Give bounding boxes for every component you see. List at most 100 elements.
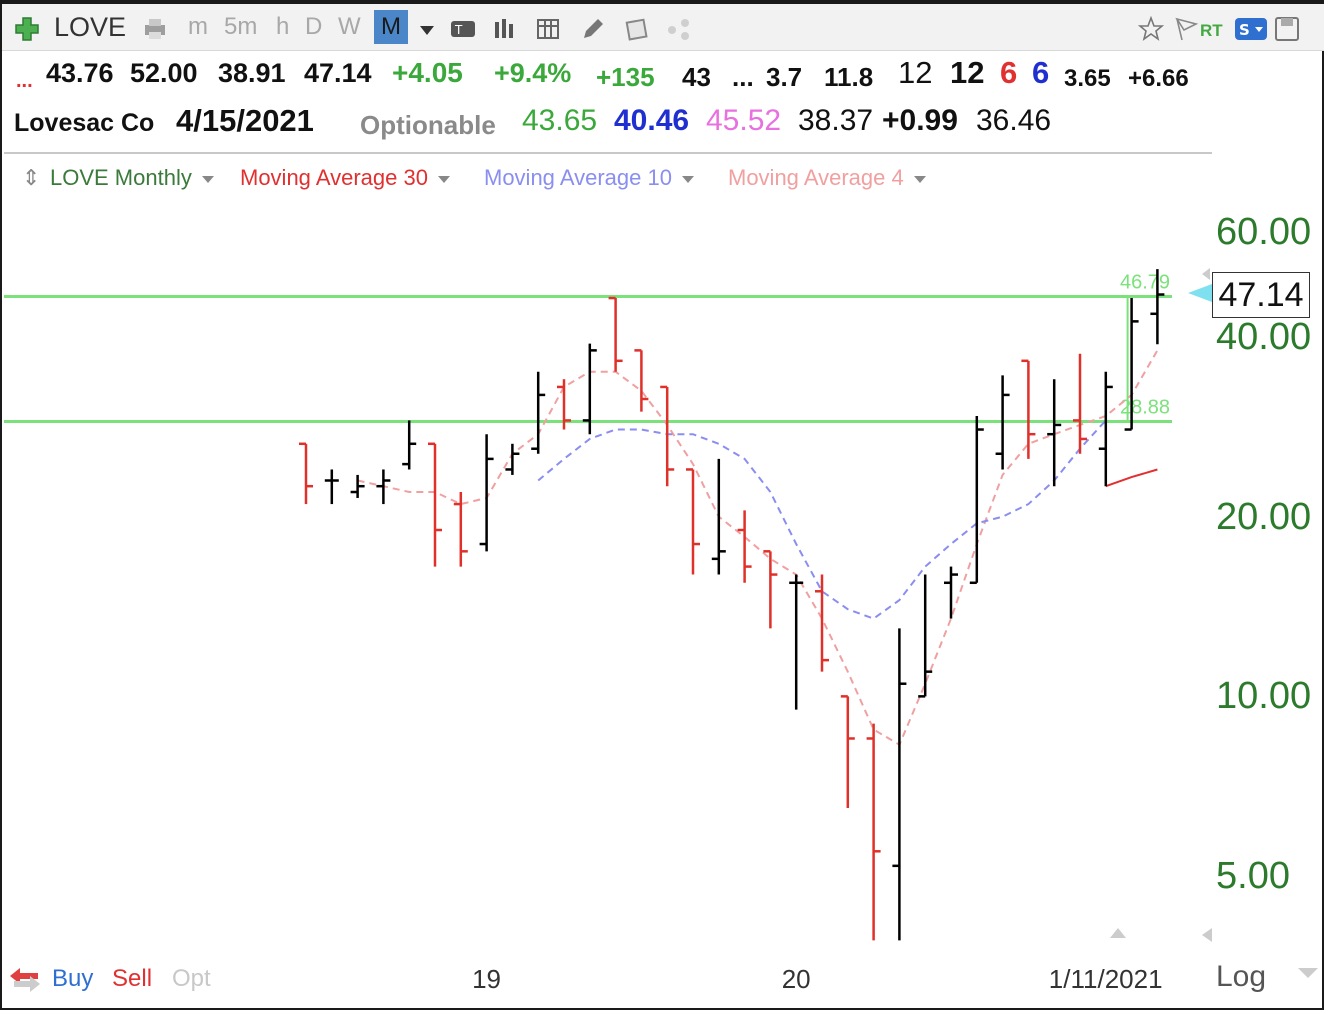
svg-text:S: S (1239, 21, 1250, 39)
symbol-label[interactable]: LOVE (54, 12, 127, 42)
flag-icon[interactable] (1174, 16, 1200, 42)
ohlc-bar (995, 375, 1010, 470)
scan-menu-icon[interactable]: S (1234, 16, 1268, 42)
ohlc-bar (505, 443, 520, 475)
grid-icon[interactable] (536, 16, 562, 42)
chevron-down-icon[interactable] (913, 175, 926, 183)
quote-row2-value-4: 38.37 (798, 104, 874, 137)
y-tick-label: 5.00 (1216, 855, 1290, 897)
x-tick-label: 1/11/2021 (1048, 964, 1163, 994)
quote-high: 52.00 (130, 58, 198, 88)
ohlc-bar (969, 415, 984, 585)
company-name: Lovesac Co (14, 109, 155, 137)
ohlc-bar (428, 442, 442, 567)
log-scale-toggle[interactable]: Log (1216, 960, 1267, 993)
quote-close: 47.14 (304, 58, 372, 88)
timeframe-m[interactable]: m (188, 13, 208, 40)
timeframe-5m[interactable]: 5m (224, 13, 258, 40)
ohlc-bar (402, 420, 417, 470)
scroll-up-icon[interactable] (1108, 924, 1128, 940)
chevron-down-icon[interactable] (201, 175, 214, 183)
legend-ma4-label: Moving Average 4 (728, 165, 904, 190)
moving-average-line-1 (537, 419, 1107, 620)
quote-ellipsis[interactable]: ... (16, 70, 33, 92)
quote-row-1: ... 43.76 52.00 38.91 47.14 +4.05 +9.4% … (0, 56, 1328, 96)
timeframe-w[interactable]: W (338, 13, 361, 40)
y-tick-label: 60.00 (1216, 211, 1312, 253)
ohlc-bar (918, 574, 933, 698)
horizontal-line-label: 46.79 (1120, 271, 1170, 293)
legend-ma30-label: Moving Average 30 (240, 165, 428, 190)
toolbar: LOVE m 5m h D W M T RT S (2, 4, 1324, 51)
chart-type-icon[interactable]: T (450, 16, 476, 42)
timeframe-d[interactable]: D (305, 13, 323, 40)
chevron-down-icon[interactable] (437, 175, 450, 183)
quote-value-9: 6 (1032, 55, 1050, 90)
note-icon[interactable] (624, 16, 650, 42)
quote-value-5: 11.8 (824, 62, 874, 92)
quote-row2-value-1: 43.65 (522, 104, 598, 137)
quote-row2-value-3: 45.52 (706, 104, 782, 137)
ohlc-bar (479, 434, 494, 552)
print-icon[interactable] (142, 16, 168, 42)
timeframe-m-active[interactable]: M (374, 10, 408, 44)
quote-date: 4/15/2021 (176, 103, 314, 138)
timeframe-dropdown-icon[interactable] (420, 26, 434, 35)
scroll-left-icon[interactable] (1200, 266, 1212, 282)
ohlc-bar (789, 574, 804, 710)
legend-ma30[interactable]: Moving Average 30 (240, 160, 450, 196)
moving-average-line-0 (357, 349, 1159, 747)
quote-row2-value-5: +0.99 (882, 104, 958, 137)
quote-row2-value-2: 40.46 (614, 104, 690, 137)
ohlc-bar (686, 468, 700, 575)
optionable-label: Optionable (360, 110, 496, 140)
trade-icon[interactable] (8, 964, 42, 994)
quote-value-6: 12 (898, 55, 933, 90)
ohlc-bar (350, 474, 365, 498)
header-divider (4, 152, 1212, 154)
bar-chart-icon[interactable] (492, 16, 518, 42)
ohlc-bar (763, 550, 778, 629)
quote-value-10: 3.65 (1064, 65, 1111, 92)
reorder-handle-icon[interactable]: ⇕ (22, 165, 41, 190)
ohlc-bar (840, 695, 855, 809)
rt-indicator: RT (1200, 21, 1223, 40)
opt-button[interactable]: Opt (172, 965, 211, 992)
share-icon[interactable] (666, 16, 692, 42)
quote-open: 43.76 (46, 58, 114, 88)
legend-ma10-label: Moving Average 10 (484, 165, 672, 190)
legend-main-series[interactable]: LOVE Monthly (50, 160, 214, 196)
quote-value-11: +6.66 (1128, 65, 1189, 92)
save-icon[interactable] (1274, 16, 1300, 42)
moving-average-line-2 (1105, 468, 1158, 488)
y-tick-label: 40.00 (1216, 316, 1312, 359)
quote-value-8: 6 (1000, 55, 1018, 90)
ohlc-bar (453, 492, 468, 567)
y-tick-label: 10.00 (1216, 675, 1312, 718)
chevron-down-icon[interactable] (681, 175, 694, 183)
x-tick-label: 20 (781, 964, 811, 994)
ohlc-bar (376, 469, 391, 505)
ohlc-bar (634, 349, 649, 412)
scroll-left-small-icon[interactable] (1198, 926, 1214, 944)
legend-main-label: LOVE Monthly (50, 165, 192, 190)
x-tick-label: 19 (472, 964, 502, 994)
quote-low: 38.91 (218, 58, 286, 88)
add-icon[interactable] (14, 16, 40, 42)
sell-button[interactable]: Sell (112, 965, 153, 992)
buy-button[interactable]: Buy (52, 965, 94, 992)
quote-value-1: +135 (596, 62, 655, 92)
timeframe-h[interactable]: h (276, 13, 290, 40)
ohlc-bar (815, 574, 829, 672)
legend-ma10[interactable]: Moving Average 10 (484, 160, 694, 196)
ohlc-bar (892, 628, 907, 941)
ohlc-bar (299, 442, 313, 505)
ohlc-bar (1150, 269, 1165, 345)
pencil-icon[interactable] (580, 16, 606, 42)
legend-ma4[interactable]: Moving Average 4 (728, 160, 926, 196)
quote-row2-value-6: 36.46 (976, 104, 1052, 137)
star-icon[interactable] (1138, 16, 1164, 42)
log-dropdown-icon[interactable] (1296, 964, 1320, 980)
